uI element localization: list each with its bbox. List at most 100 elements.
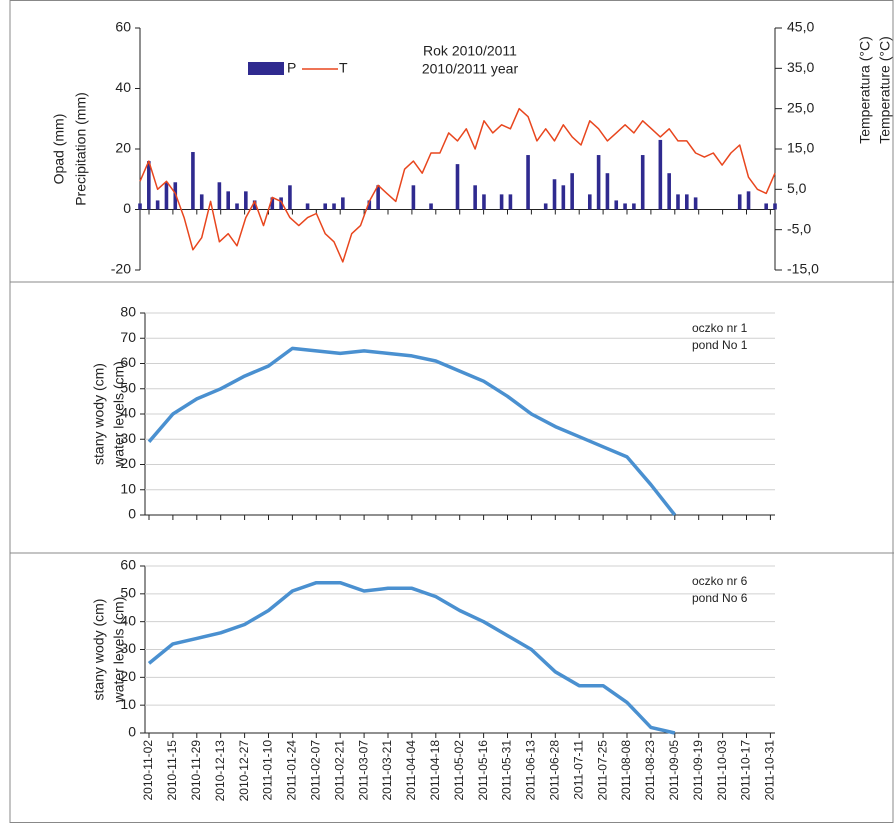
y2-tick-label: 5,0 xyxy=(787,180,807,196)
bar xyxy=(526,155,530,210)
bar xyxy=(737,194,742,210)
bar xyxy=(658,139,663,210)
bar xyxy=(605,173,610,210)
bar xyxy=(676,194,680,210)
bar xyxy=(587,194,592,210)
legend-label: P xyxy=(287,60,296,76)
chart-title: Rok 2010/2011 xyxy=(423,43,517,59)
bar xyxy=(764,203,768,210)
bar xyxy=(614,200,619,210)
y2-tick-label: 35,0 xyxy=(787,59,814,75)
y2-tick-label: 15,0 xyxy=(787,140,814,156)
y-tick-label: 40 xyxy=(120,405,136,421)
x-tick-label: 2011-10-17 xyxy=(739,740,753,801)
bar xyxy=(508,194,513,210)
bar xyxy=(288,185,292,210)
x-tick-label: 2011-05-16 xyxy=(476,740,490,801)
bar xyxy=(411,185,416,210)
bar xyxy=(199,194,204,210)
y-axis-label: water levels (cm) xyxy=(111,597,127,704)
x-tick-label: 2011-06-13 xyxy=(524,740,538,801)
y-tick-label: 80 xyxy=(120,304,136,320)
y-axis-label: water levels (cm) xyxy=(111,361,127,468)
x-tick-label: 2011-05-02 xyxy=(452,740,466,801)
bar xyxy=(332,203,336,210)
data-line xyxy=(147,346,677,517)
bar xyxy=(455,164,460,210)
y-tick-label: 40 xyxy=(120,612,136,628)
x-tick-label: 2011-05-31 xyxy=(500,740,514,801)
chart-title: 2010/2011 year xyxy=(422,61,519,77)
x-tick-label: 2010-11-15 xyxy=(165,740,179,801)
bar xyxy=(632,203,636,210)
annotation: oczko nr 1 xyxy=(692,321,748,335)
bar xyxy=(561,185,566,210)
y-tick-label: 20 xyxy=(120,668,136,684)
x-tick-label: 2011-02-07 xyxy=(308,740,322,801)
legend-swatch xyxy=(248,62,284,75)
y2-tick-label: -5,0 xyxy=(787,220,811,236)
y-tick-label: 20 xyxy=(115,140,131,156)
y-axis-label: stany wody (cm) xyxy=(91,363,107,465)
x-tick-label: 2011-09-05 xyxy=(667,740,681,801)
bar xyxy=(279,197,283,210)
x-tick-label: 2010-12-27 xyxy=(237,740,251,802)
x-tick-label: 2010-11-29 xyxy=(189,740,203,801)
x-tick-label: 2010-11-02 xyxy=(141,740,155,801)
y-tick-label: 10 xyxy=(120,480,136,496)
bar xyxy=(640,155,645,210)
x-tick-label: 2011-04-04 xyxy=(404,740,418,801)
bar xyxy=(473,185,477,210)
x-tick-label: 2011-01-10 xyxy=(261,740,275,801)
y-tick-label: 30 xyxy=(120,640,136,656)
bar xyxy=(693,197,698,210)
bar xyxy=(341,197,345,210)
y2-axis-label: Temperatura (°C) xyxy=(857,36,873,144)
bar xyxy=(499,194,504,210)
bar xyxy=(746,191,751,210)
bar xyxy=(305,203,310,210)
y-tick-label: 40 xyxy=(115,79,131,95)
bar xyxy=(226,191,230,210)
y-tick-label: 0 xyxy=(128,506,136,522)
x-tick-label: 2011-03-21 xyxy=(380,740,394,801)
bar xyxy=(570,173,574,210)
y-tick-label: 20 xyxy=(120,455,136,471)
bar xyxy=(270,197,275,210)
annotation: pond No 6 xyxy=(692,591,748,605)
data-line xyxy=(147,580,676,735)
y2-axis-label: Temperature (°C) xyxy=(877,36,893,144)
bar xyxy=(252,200,257,210)
y-axis-label: Opad (mm) xyxy=(51,114,67,185)
bar xyxy=(623,203,627,210)
bar xyxy=(773,203,777,210)
annotation: oczko nr 6 xyxy=(692,574,748,588)
bar xyxy=(667,173,671,210)
x-tick-label: 2011-07-11 xyxy=(571,740,585,800)
bar xyxy=(552,179,557,210)
y-tick-label: 30 xyxy=(120,430,136,446)
x-tick-label: 2011-02-21 xyxy=(332,740,346,801)
y-tick-label: 60 xyxy=(115,19,131,35)
bar xyxy=(685,194,689,210)
y-tick-label: 50 xyxy=(120,379,136,395)
y-tick-label: 0 xyxy=(123,200,131,216)
y-tick-label: 70 xyxy=(120,329,136,345)
bar xyxy=(429,203,433,210)
bar xyxy=(191,152,195,210)
x-tick-label: 2011-01-24 xyxy=(285,740,299,801)
y-tick-label: -20 xyxy=(111,261,131,277)
y-tick-label: 10 xyxy=(120,696,136,712)
x-tick-label: 2011-07-25 xyxy=(595,740,609,801)
y-tick-label: 60 xyxy=(120,354,136,370)
bar xyxy=(138,203,142,210)
bar xyxy=(173,182,178,210)
frame xyxy=(9,0,894,823)
y2-tick-label: -15,0 xyxy=(787,261,819,277)
y-axis-label: Precipitation (mm) xyxy=(73,92,89,206)
x-tick-label: 2011-06-28 xyxy=(547,740,561,801)
y-axis-label: stany wody (cm) xyxy=(91,599,107,701)
x-tick-label: 2011-08-08 xyxy=(619,740,633,801)
